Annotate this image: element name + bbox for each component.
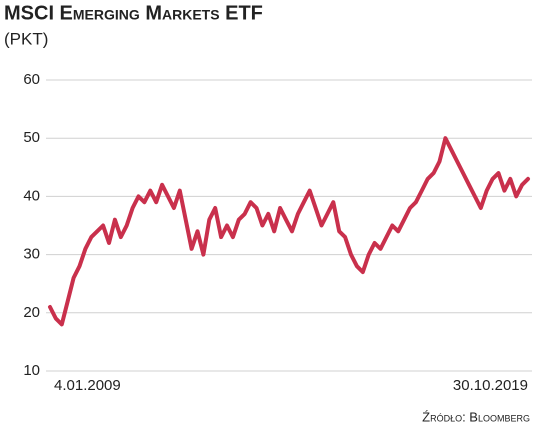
chart-subtitle: (PKT) <box>4 29 48 48</box>
y-tick-label: 10 <box>23 362 40 379</box>
y-tick-label: 30 <box>23 246 40 263</box>
x-tick-label: 30.10.2019 <box>453 377 528 394</box>
y-tick-label: 40 <box>23 187 40 204</box>
y-tick-label: 20 <box>23 304 40 321</box>
chart-title: MSCI Emerging Markets ETF <box>4 2 263 24</box>
source: Źródło: Bloomberg <box>422 409 530 424</box>
y-tick-label: 60 <box>23 71 40 88</box>
line <box>48 136 530 327</box>
x-tick-label: 4.01.2009 <box>54 377 121 394</box>
y-tick-label: 50 <box>23 129 40 146</box>
